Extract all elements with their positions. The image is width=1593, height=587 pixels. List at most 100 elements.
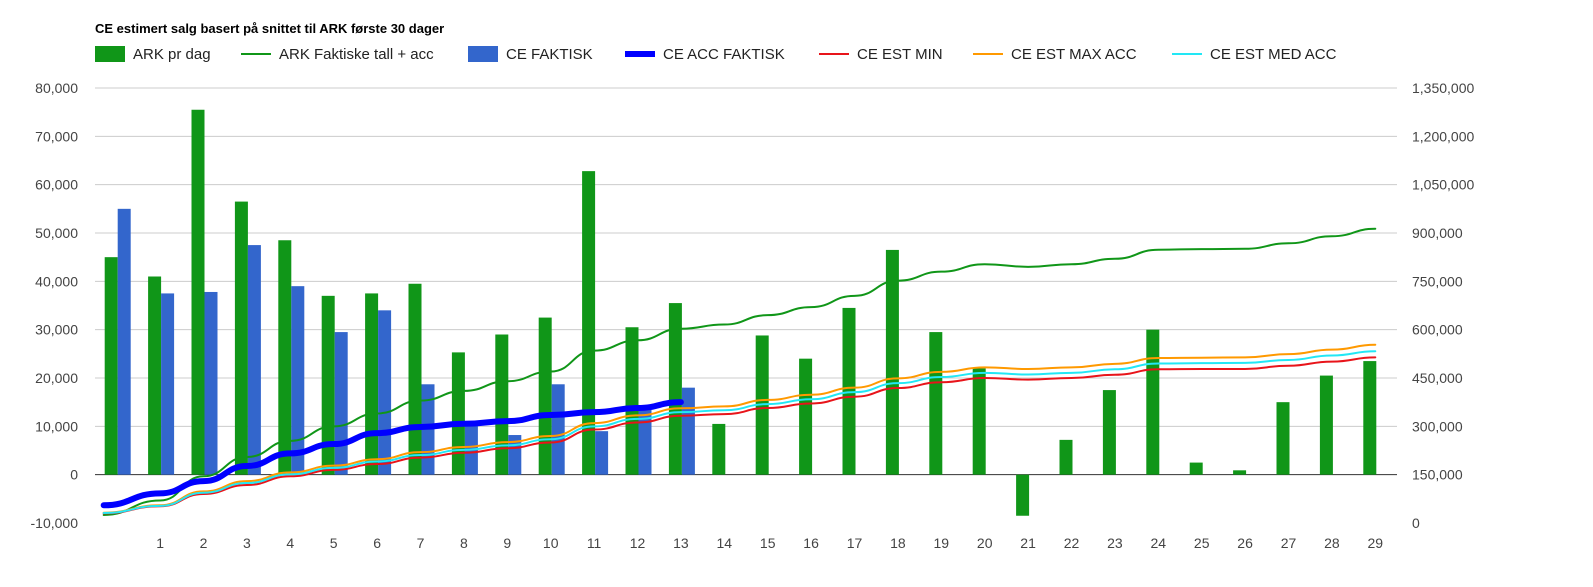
bar-ark-pr-dag [408, 283, 422, 475]
x-axis-tick-label: 18 [890, 535, 906, 551]
legend-item: CE ACC FAKTISK [625, 44, 785, 64]
right-axis-tick-label: 1,350,000 [1412, 80, 1474, 96]
legend-swatch [95, 46, 125, 62]
x-axis-tick-label: 17 [847, 535, 863, 551]
legend-label: CE EST MIN [857, 45, 943, 63]
x-axis-tick-label: 5 [330, 535, 338, 551]
legend-item: ARK Faktiske tall + acc [241, 44, 434, 64]
x-axis-tick-label: 22 [1064, 535, 1080, 551]
legend-label: CE EST MAX ACC [1011, 45, 1137, 63]
right-axis-tick-label: 300,000 [1412, 418, 1463, 434]
legend-label: CE EST MED ACC [1210, 45, 1337, 63]
x-axis-tick-label: 12 [630, 535, 646, 551]
right-axis-tick-label: 0 [1412, 515, 1420, 531]
bar-ark-pr-dag [1363, 361, 1377, 475]
x-axis-tick-label: 9 [503, 535, 511, 551]
x-axis-tick-label: 24 [1151, 535, 1167, 551]
bar-ark-pr-dag [191, 109, 205, 475]
bar-ark-pr-dag [1189, 462, 1203, 475]
bar-ce-faktisk [638, 409, 652, 475]
left-axis-tick-label: 40,000 [35, 273, 78, 289]
bar-ark-pr-dag [1102, 390, 1116, 475]
right-axis-tick-label: 1,200,000 [1412, 128, 1474, 144]
left-axis-tick-label: 50,000 [35, 225, 78, 241]
right-axis-tick-label: 600,000 [1412, 322, 1463, 338]
x-axis-tick-label: 26 [1237, 535, 1253, 551]
bar-ark-pr-dag [538, 317, 552, 475]
bar-ark-pr-dag [885, 249, 899, 475]
x-axis-tick-label: 23 [1107, 535, 1123, 551]
line-ark-faktiske-tall-acc [102, 227, 1377, 516]
left-axis-tick-label: 30,000 [35, 322, 78, 338]
x-axis-tick-label: 3 [243, 535, 251, 551]
x-axis-tick-label: 6 [373, 535, 381, 551]
bar-ce-faktisk [334, 332, 348, 475]
legend-swatch [1172, 53, 1202, 55]
bar-ark-pr-dag [1146, 329, 1160, 475]
legend-label: CE FAKTISK [506, 45, 593, 63]
legend-swatch [625, 51, 655, 57]
x-axis-tick-label: 4 [286, 535, 294, 551]
legend-swatch [241, 53, 271, 55]
bar-ce-faktisk [551, 384, 565, 475]
line-ce-est-min [102, 356, 1377, 515]
bar-ark-pr-dag [1016, 474, 1030, 516]
legend-label: ARK pr dag [133, 45, 211, 63]
x-axis-tick-label: 10 [543, 535, 559, 551]
bar-ark-pr-dag [582, 171, 596, 475]
legend-label: ARK Faktiske tall + acc [279, 45, 434, 63]
right-axis-tick-label: 900,000 [1412, 225, 1463, 241]
x-axis-tick-label: 19 [934, 535, 950, 551]
bar-ark-pr-dag [234, 201, 248, 475]
legend-swatch [973, 53, 1003, 55]
bar-ark-pr-dag [104, 257, 118, 475]
bar-ark-pr-dag [799, 358, 813, 475]
bar-ark-pr-dag [495, 334, 509, 475]
bar-ark-pr-dag [1233, 470, 1247, 475]
x-axis-tick-label: 27 [1281, 535, 1297, 551]
legend-label: CE ACC FAKTISK [663, 45, 785, 63]
bar-ce-faktisk [378, 310, 392, 475]
bar-ark-pr-dag [668, 303, 682, 475]
left-axis-tick-label: 0 [70, 467, 78, 483]
left-axis-tick-label: 10,000 [35, 418, 78, 434]
bar-ark-pr-dag [842, 307, 856, 475]
bar-ce-faktisk [161, 293, 175, 475]
x-axis-tick-label: 2 [200, 535, 208, 551]
bar-ark-pr-dag [929, 332, 943, 475]
chart-title: CE estimert salg basert på snittet til A… [95, 21, 445, 36]
bar-ark-pr-dag [972, 368, 986, 475]
bar-ark-pr-dag [451, 352, 465, 475]
legend-item: CE FAKTISK [468, 44, 593, 64]
bar-ark-pr-dag [365, 293, 379, 475]
bar-ark-pr-dag [321, 295, 335, 475]
x-axis-tick-label: 14 [717, 535, 733, 551]
bar-ce-faktisk [681, 387, 695, 475]
x-axis-tick-label: 7 [417, 535, 425, 551]
x-axis-tick-label: 21 [1020, 535, 1036, 551]
x-axis-tick-label: 16 [803, 535, 819, 551]
bar-ce-faktisk [204, 291, 218, 475]
right-axis-tick-label: 750,000 [1412, 273, 1463, 289]
bar-ark-pr-dag [625, 327, 639, 475]
line-ce-est-max-acc [102, 343, 1377, 514]
right-axis-tick-label: 450,000 [1412, 370, 1463, 386]
bar-ark-pr-dag [1319, 375, 1333, 475]
right-axis-tick-label: 1,050,000 [1412, 177, 1474, 193]
legend-item: CE EST MAX ACC [973, 44, 1137, 64]
x-axis-tick-label: 25 [1194, 535, 1210, 551]
line-ce-acc-faktisk [100, 399, 684, 509]
bar-ark-pr-dag [1276, 402, 1290, 475]
left-axis-tick-label: 60,000 [35, 177, 78, 193]
x-axis-tick-label: 8 [460, 535, 468, 551]
right-axis-tick-label: 150,000 [1412, 467, 1463, 483]
left-axis-tick-label: 70,000 [35, 128, 78, 144]
bar-ark-pr-dag [1059, 439, 1073, 475]
bar-ce-faktisk [247, 245, 261, 475]
x-axis-tick-label: 29 [1368, 535, 1384, 551]
bar-ark-pr-dag [712, 423, 726, 475]
left-axis-tick-label: 20,000 [35, 370, 78, 386]
bar-ce-faktisk [595, 431, 609, 475]
legend-item: CE EST MED ACC [1172, 44, 1336, 64]
